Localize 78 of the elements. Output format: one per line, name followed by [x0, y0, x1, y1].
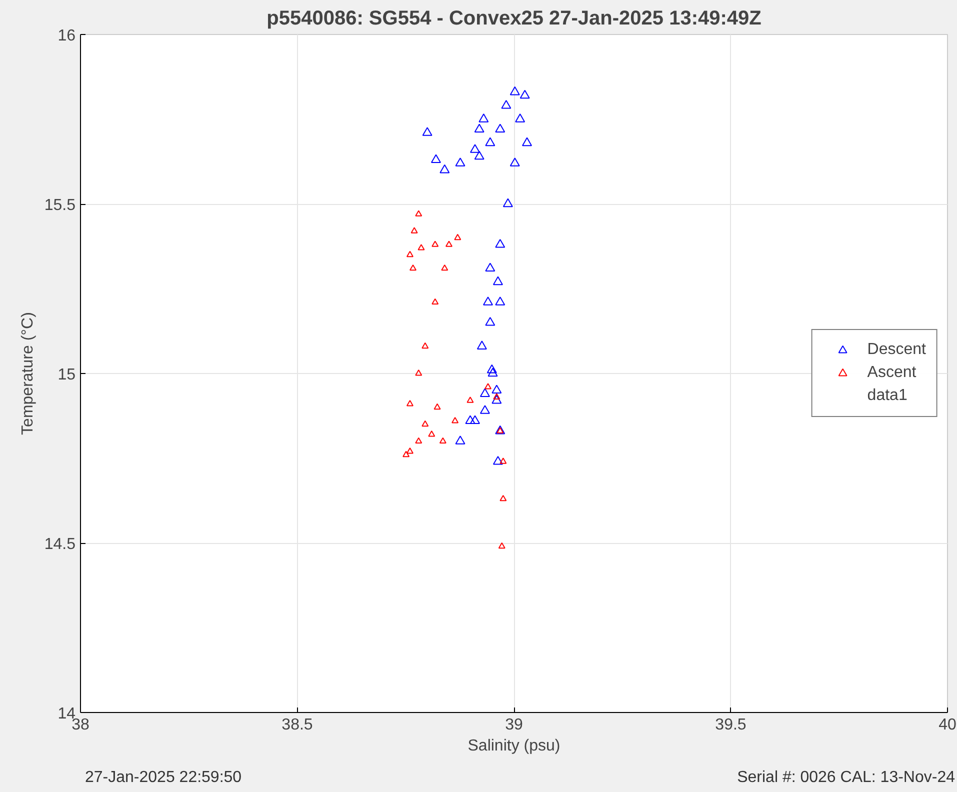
point — [480, 405, 490, 414]
point — [406, 250, 414, 258]
point — [410, 227, 418, 234]
point — [474, 124, 484, 133]
point — [445, 240, 452, 247]
legend-label: Descent — [867, 341, 926, 359]
point — [495, 238, 506, 248]
point — [415, 210, 422, 216]
point — [432, 240, 439, 247]
point — [484, 383, 492, 390]
text: 27-Jan-2025 22:59:50 — [85, 768, 242, 788]
point — [430, 154, 441, 164]
point — [439, 437, 446, 444]
y-tick-label: 15.5 — [44, 197, 76, 214]
point — [520, 90, 530, 99]
point — [492, 276, 503, 286]
point — [402, 450, 410, 458]
point — [422, 127, 432, 136]
point — [470, 415, 480, 424]
point — [422, 342, 429, 349]
point — [409, 264, 416, 271]
point — [510, 158, 520, 166]
point — [415, 370, 422, 376]
x-axis-title: Salinity (psu) — [468, 738, 560, 754]
point — [495, 296, 506, 306]
point — [502, 198, 513, 208]
point — [466, 396, 474, 403]
legend-label: Ascent — [867, 364, 916, 382]
point — [492, 394, 502, 404]
point — [440, 164, 450, 174]
point — [486, 364, 497, 374]
point — [415, 437, 422, 444]
y-tick-label: 14.5 — [44, 536, 76, 553]
point — [500, 494, 507, 502]
point — [406, 448, 414, 454]
text: Serial #: 0026 CAL: 13-Nov-24 — [737, 768, 955, 788]
point — [498, 542, 506, 549]
y-axis-title: Temperature (°C) — [19, 312, 36, 435]
y-tick-label: 15 — [58, 366, 76, 384]
point — [480, 388, 490, 397]
x-tick-label: 38 — [72, 716, 90, 734]
point — [441, 264, 448, 271]
annotation: data1 — [867, 387, 908, 405]
x-tick-label: 40 — [938, 716, 956, 734]
point — [500, 458, 507, 464]
point — [406, 400, 414, 406]
chart-title: p5540086: SG554 - Convex25 27-Jan-2025 13:49:49Z — [266, 8, 762, 30]
point — [495, 124, 506, 133]
point — [501, 100, 512, 109]
point — [465, 415, 476, 424]
point — [422, 420, 429, 427]
point — [474, 150, 484, 160]
point — [478, 114, 489, 122]
point — [485, 316, 496, 326]
point — [488, 368, 498, 377]
point — [485, 262, 496, 272]
point — [492, 456, 503, 465]
y-tick-label: 16 — [58, 28, 76, 44]
x-tick-label: 39.5 — [715, 716, 746, 734]
point — [493, 393, 500, 400]
x-tick-label: 38.5 — [282, 716, 313, 734]
point — [470, 144, 480, 153]
point — [455, 436, 466, 444]
point — [455, 158, 466, 166]
point — [510, 86, 520, 96]
point — [452, 416, 459, 424]
point — [428, 430, 436, 437]
point — [418, 244, 425, 250]
point — [434, 403, 441, 410]
point — [515, 114, 526, 122]
point — [485, 137, 496, 146]
point — [432, 298, 439, 305]
point — [522, 137, 532, 146]
point — [476, 340, 487, 350]
point — [454, 234, 462, 240]
x-tick-label: 39 — [505, 716, 523, 734]
point — [482, 296, 493, 306]
point — [492, 384, 502, 394]
